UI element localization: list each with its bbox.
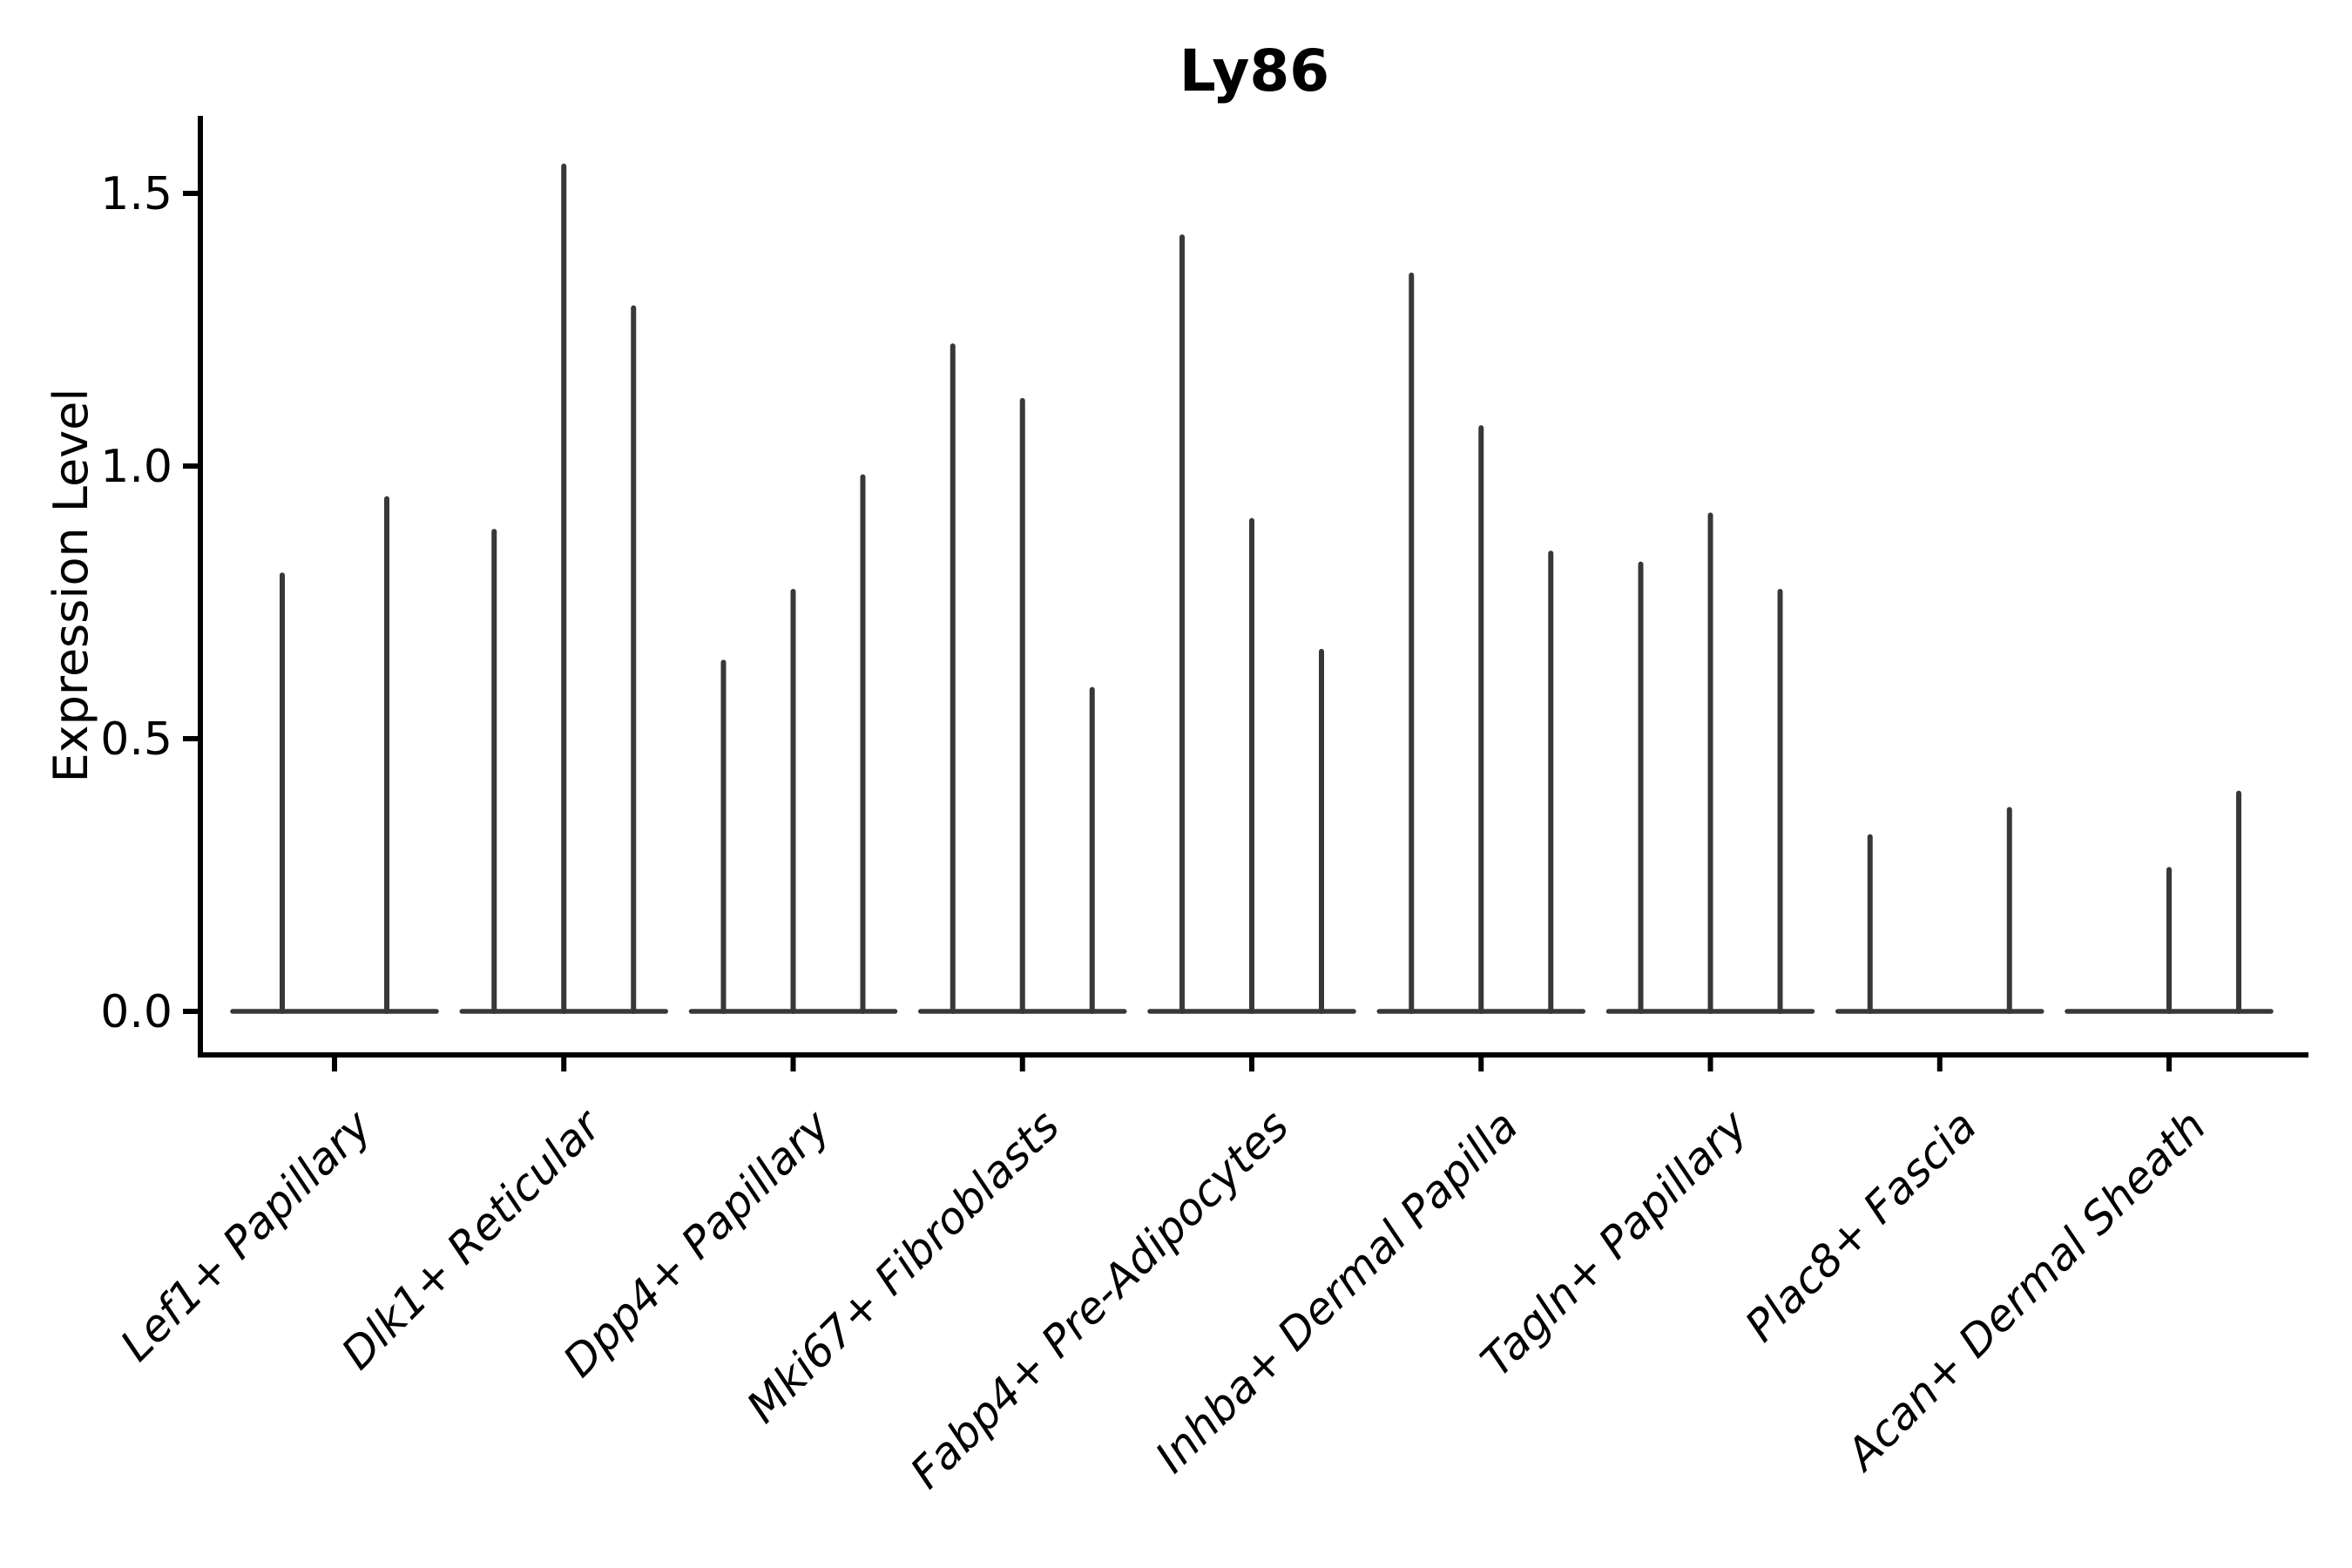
x-tick-label: Lef1+ Papillary [111,1099,382,1370]
chart-title: Ly86 [1179,37,1329,105]
x-tick-label: Plac8+ Fascia [1735,1100,1986,1351]
y-axis-label: Expression Level [44,389,98,783]
x-tick-label: Fabp4+ Pre-Adipocytes [901,1100,1299,1498]
x-tick-label: Inhba+ Dermal Papilla [1146,1100,1527,1482]
y-tick-label: 1.5 [100,168,172,220]
y-tick-label: 1.0 [100,441,172,493]
y-tick-label: 0.0 [100,986,172,1038]
y-tick-label: 0.5 [100,713,172,766]
x-tick-label: Acan+ Dermal Sheath [1835,1100,2216,1481]
